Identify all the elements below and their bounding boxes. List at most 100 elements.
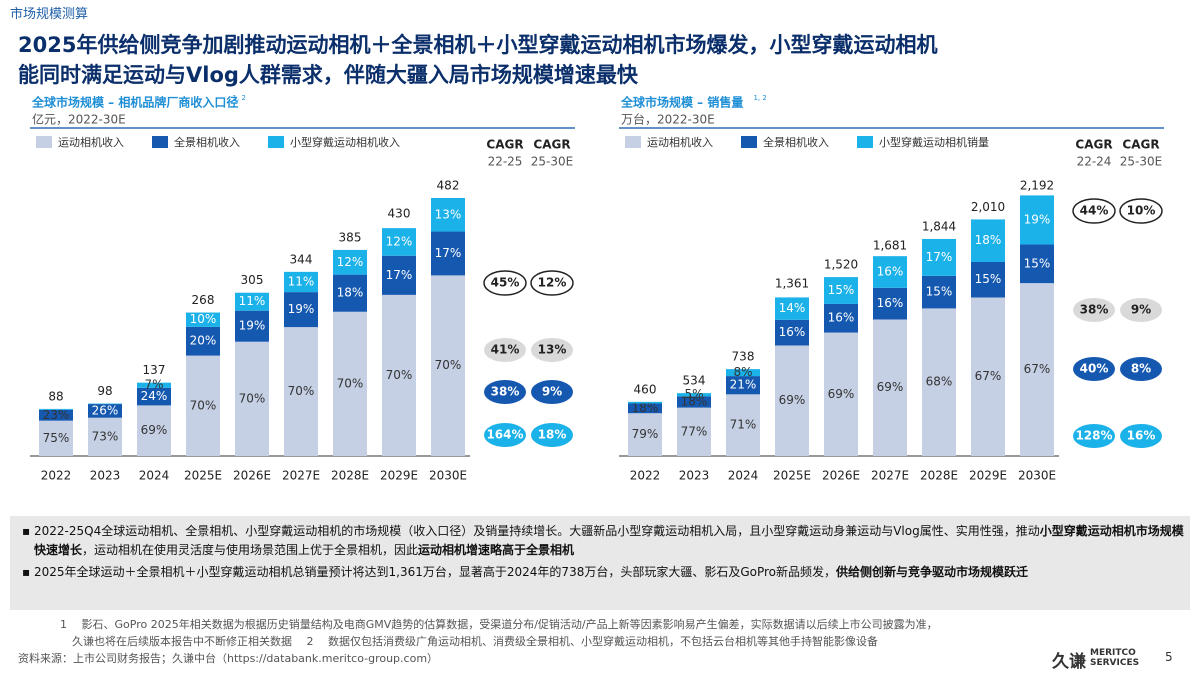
title: 2025年供给侧竞争加剧推动运动相机＋全景相机＋小型穿戴运动相机市场爆发，小型穿… [18, 30, 937, 90]
bar-segment [873, 319, 907, 456]
x-tick-label: 2022 [41, 469, 72, 483]
bar-segment [1020, 244, 1054, 284]
legend-label: 小型穿戴运动相机销量 [879, 135, 989, 149]
footnotes: 1 影石、GoPro 2025年相关数据为根据历史销量结构及电商GMV趋势的估算… [60, 616, 938, 650]
segment-label: 70% [386, 368, 413, 382]
cagr-period: 25-30E [1120, 155, 1162, 169]
bar-segment [333, 249, 367, 275]
bar-segment [137, 405, 171, 456]
bar-segment [284, 292, 318, 328]
bar-segment [39, 408, 73, 410]
bullet: ▪ 2022-25Q4全球运动相机、全景相机、小型穿戴运动相机的市场规模（收入口径… [22, 522, 1187, 560]
total-label: 305 [241, 273, 264, 287]
bullet-bold: 供给侧创新与竞争驱动市场规模跃迁 [836, 565, 1029, 579]
x-tick-label: 2026E [233, 469, 271, 483]
cagr-pill [483, 270, 527, 296]
x-tick-label: 2028E [920, 469, 958, 483]
segment-label: 18% [975, 233, 1002, 247]
total-label: 1,361 [775, 276, 809, 290]
logo-en: MERITCO SERVICES [1090, 648, 1140, 668]
x-tick-label: 2023 [679, 469, 710, 483]
cagr-pill [1120, 357, 1162, 381]
segment-label: 68% [926, 375, 953, 389]
title-superscript: 1, 2 [233, 94, 246, 102]
x-tick-label: 2029E [380, 469, 418, 483]
cagr-value: 128% [1075, 429, 1112, 443]
segment-label: 15% [828, 283, 855, 297]
bar-segment [284, 271, 318, 293]
cagr-value: 40% [1080, 362, 1109, 376]
segment-label: 70% [435, 358, 462, 372]
segment-label: 26% [92, 403, 119, 417]
cagr-value: 38% [491, 385, 520, 399]
cagr-pill [484, 380, 526, 404]
bar-segment [186, 312, 220, 327]
segment-label: 19% [288, 302, 315, 316]
bar-segment [137, 387, 171, 406]
cagr-pill [1073, 298, 1115, 322]
x-tick-label: 2027E [871, 469, 909, 483]
cagr-header: CAGR [1075, 138, 1112, 152]
cagr-value: 41% [491, 343, 520, 357]
cagr-pill [1120, 424, 1162, 448]
legend-swatch [268, 136, 284, 148]
chart-title: 全球市场规模 – 相机品牌厂商收入口径 [31, 95, 238, 110]
unit: 万台，2022-30E [621, 112, 715, 127]
bar-segment [431, 275, 465, 456]
cagr-value: 44% [1080, 204, 1109, 218]
bullet: ▪ 2025年全球运动＋全景相机＋小型穿戴运动相机总销量预计将达到1,361万台，… [22, 563, 1187, 582]
segment-label: 16% [877, 296, 904, 310]
x-tick-label: 2030E [1018, 469, 1056, 483]
x-tick-label: 2024 [728, 469, 759, 483]
legend-swatch [857, 136, 873, 148]
chart-title: 全球市场规模 – 销售量 [620, 95, 743, 110]
cagr-pill [1073, 424, 1115, 448]
total-label: 460 [634, 382, 657, 396]
cagr-period: 22-25 [488, 155, 523, 169]
cagr-period: 25-30E [531, 155, 573, 169]
total-label: 98 [97, 384, 112, 398]
bar-segment [39, 409, 73, 421]
logo: 久谦 [1052, 652, 1086, 672]
page-number: 5 [1165, 650, 1173, 664]
bar-segment [382, 294, 416, 456]
total-label: 482 [437, 179, 460, 193]
x-tick-label: 2029E [969, 469, 1007, 483]
bullet-text: 2022-25Q4全球运动相机、全景相机、小型穿戴运动相机的市场规模（收入口径）… [34, 524, 1040, 538]
segment-label: 17% [926, 250, 953, 264]
bar-segment [873, 256, 907, 288]
bar-segment [726, 369, 760, 377]
segment-label: 16% [877, 264, 904, 278]
segment-label: 7% [144, 378, 163, 392]
legend-label: 全景相机收入 [763, 135, 829, 149]
cagr-value: 18% [538, 428, 567, 442]
segment-label: 20% [190, 334, 217, 348]
bar-segment [333, 311, 367, 456]
total-label: 268 [192, 293, 215, 307]
x-tick-label: 2025E [773, 469, 811, 483]
bar-segment [824, 303, 858, 333]
x-tick-label: 2024 [139, 469, 170, 483]
bar-segment [431, 198, 465, 232]
legend-label: 小型穿戴运动相机收入 [290, 135, 400, 149]
segment-label: 16% [828, 311, 855, 325]
segment-label: 23% [43, 408, 70, 422]
bar-segment [88, 404, 122, 418]
cagr-value: 164% [486, 428, 523, 442]
total-label: 2,192 [1020, 179, 1054, 193]
total-label: 534 [683, 374, 706, 388]
total-label: 738 [732, 350, 755, 364]
bar-segment [873, 287, 907, 320]
bar-segment [333, 274, 367, 312]
unit: 亿元，2022-30E [32, 112, 126, 127]
cagr-pill [531, 338, 573, 362]
segment-label: 70% [239, 391, 266, 405]
bar-segment [1020, 283, 1054, 456]
segment-label: 70% [337, 376, 364, 390]
segment-label: 8% [733, 365, 752, 379]
legend-swatch [36, 136, 52, 148]
total-label: 385 [339, 230, 362, 244]
bar-segment [726, 394, 760, 456]
